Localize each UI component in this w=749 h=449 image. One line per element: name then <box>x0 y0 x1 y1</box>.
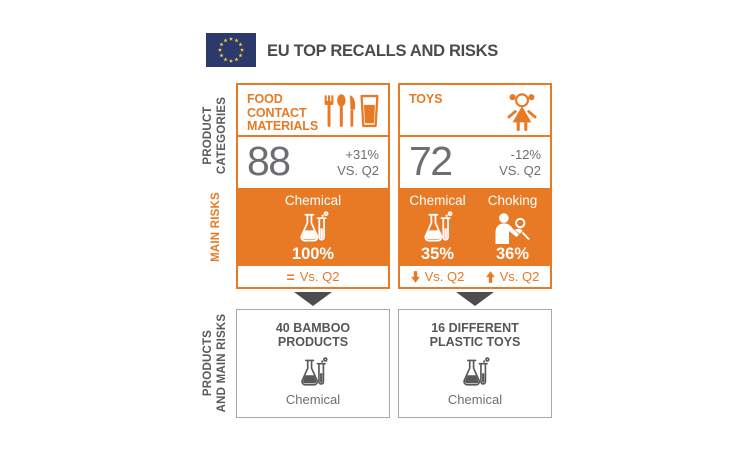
trend-strip: Vs. Q2 Vs. Q2 <box>400 266 550 287</box>
product-card-plastic-toys: 16 DIFFERENT PLASTIC TOYS Chemical <box>398 309 552 418</box>
chemical-flask-icon <box>421 210 454 244</box>
product-risk: Chemical <box>285 392 341 407</box>
risk-choking: Choking 36% <box>487 193 538 263</box>
recalls-count: 88 <box>247 138 291 184</box>
recalls-change: -12% VS. Q2 <box>499 146 541 178</box>
page-title: EU TOP RECALLS AND RISKS <box>267 41 498 60</box>
category-title: TOYS <box>409 92 443 106</box>
risk-chemical: Chemical 35% <box>409 193 466 263</box>
product-risk: Chemical <box>447 392 503 407</box>
chemical-flask-icon <box>460 349 491 392</box>
risk-chemical: Chemical 100% <box>284 193 342 263</box>
category-header: TOYS <box>400 85 550 137</box>
trend-strip: = Vs. Q2 <box>238 266 388 287</box>
main-risks-panel: Chemical 35% Choking <box>400 188 550 266</box>
product-title: 16 DIFFERENT PLASTIC TOYS <box>429 321 521 349</box>
chemical-flask-icon <box>298 349 329 392</box>
down-triangle-icon <box>294 292 332 306</box>
down-triangle-icon <box>456 292 494 306</box>
recalls-count-row: 72 -12% VS. Q2 <box>400 137 550 188</box>
trend-down: Vs. Q2 <box>400 269 475 284</box>
down-arrow-icon <box>410 270 420 283</box>
category-header: FOOD CONTACT MATERIALS <box>238 85 388 137</box>
risk-percentage: 35% <box>420 245 455 263</box>
main-risks-panel: Chemical 100% <box>238 188 388 266</box>
side-label-product-categories: PRODUCT CATEGORIES <box>202 96 228 175</box>
recalls-count-row: 88 +31% VS. Q2 <box>238 137 388 188</box>
equal-sign-icon: = <box>286 268 295 285</box>
rag-doll-icon <box>504 93 542 135</box>
category-title: FOOD CONTACT MATERIALS <box>247 92 319 133</box>
choking-person-icon <box>493 210 533 244</box>
risk-percentage: 100% <box>291 245 335 263</box>
category-card-toys: TOYS <box>398 83 552 289</box>
recalls-count: 72 <box>409 138 453 184</box>
risk-percentage: 36% <box>495 245 530 263</box>
eu-flag-icon <box>206 33 256 67</box>
cutlery-and-cup-icon <box>322 93 380 135</box>
trend-up: Vs. Q2 <box>475 269 550 284</box>
side-label-main-risks: MAIN RISKS <box>210 192 222 262</box>
category-card-food-contact-materials: FOOD CONTACT MATERIALS <box>236 83 390 289</box>
side-label-products-and-main-risks: PRODUCTS AND MAIN RISKS <box>202 313 228 413</box>
trend-equal: = Vs. Q2 <box>286 268 340 285</box>
product-card-bamboo: 40 BAMBOO PRODUCTS Chemical <box>236 309 390 418</box>
chemical-flask-icon <box>297 210 330 244</box>
up-arrow-icon <box>485 270 495 283</box>
recalls-change: +31% VS. Q2 <box>337 146 379 178</box>
product-title: 40 BAMBOO PRODUCTS <box>275 321 351 349</box>
